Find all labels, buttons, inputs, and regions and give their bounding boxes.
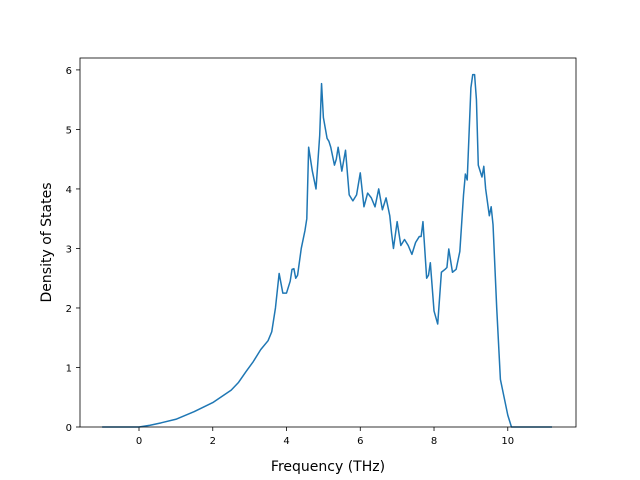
x-tick-label: 8	[431, 436, 437, 447]
dos-series-line	[102, 73, 553, 428]
y-tick-label: 6	[66, 66, 72, 77]
y-tick-label: 4	[66, 185, 72, 196]
plot-frame	[79, 57, 577, 428]
y-tick-label: 1	[66, 363, 72, 374]
x-axis-label: Frequency (THz)	[271, 459, 385, 475]
x-tick-label: 6	[357, 436, 363, 447]
y-tick-label: 0	[66, 423, 72, 434]
y-axis-ticks: 0 1 2 3 4 5 6	[66, 66, 80, 434]
y-tick-label: 3	[66, 244, 72, 255]
x-tick-label: 0	[136, 436, 142, 447]
y-axis-label: Density of States	[39, 183, 55, 303]
y-tick-label: 2	[66, 304, 72, 315]
x-tick-label: 4	[283, 436, 289, 447]
x-tick-label: 2	[210, 436, 216, 447]
x-axis-ticks: 0 2 4 6 8 10	[136, 427, 514, 447]
y-tick-label: 5	[66, 125, 72, 136]
plot-area	[80, 58, 576, 427]
x-tick-label: 10	[501, 436, 514, 447]
